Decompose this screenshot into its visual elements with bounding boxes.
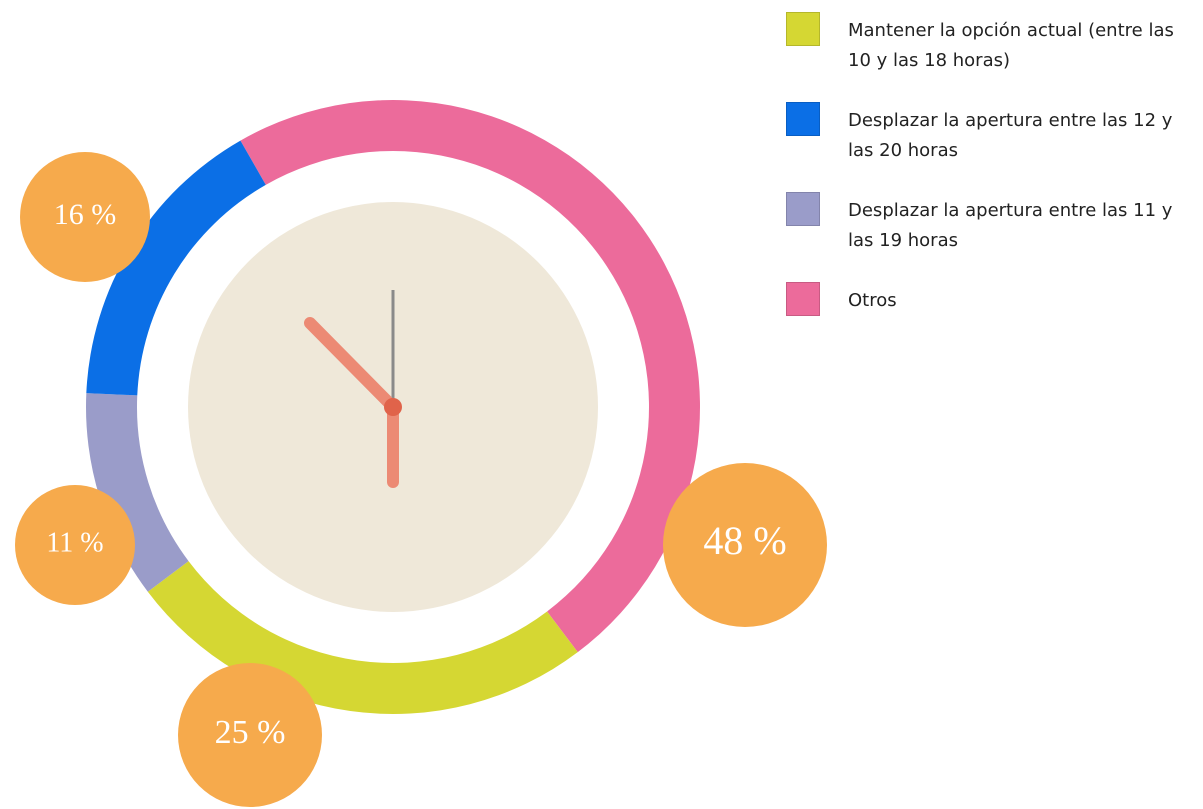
- legend-swatch: [786, 282, 820, 316]
- legend-swatch: [786, 102, 820, 136]
- legend-label: Desplazar la apertura entre las 11 y las…: [848, 200, 1173, 251]
- legend-item: Otros: [786, 282, 1203, 372]
- legend-item: Desplazar la apertura entre las 11 y las…: [786, 192, 1203, 282]
- donut-segment: [86, 393, 189, 592]
- legend-swatch: [786, 192, 820, 226]
- donut-segment: [240, 100, 700, 653]
- donut-segment: [86, 140, 266, 396]
- data-label: 25 %: [215, 714, 286, 751]
- label-bubble: [15, 485, 135, 605]
- legend-label: Desplazar la apertura entre las 12 y las…: [848, 110, 1173, 161]
- legend-label: Otros: [848, 290, 897, 311]
- label-bubble: [20, 152, 150, 282]
- label-bubble: [178, 663, 322, 807]
- legend-item: Desplazar la apertura entre las 12 y las…: [786, 102, 1203, 192]
- legend-swatch: [786, 12, 820, 46]
- clock-hand: [304, 317, 399, 413]
- legend-label: Mantener la opción actual (entre las 10 …: [848, 20, 1174, 71]
- legend-item: Mantener la opción actual (entre las 10 …: [786, 12, 1203, 102]
- legend: Mantener la opción actual (entre las 10 …: [786, 12, 1203, 372]
- data-label: 16 %: [54, 198, 117, 231]
- clock-center: [384, 398, 402, 416]
- data-label: 48 %: [703, 518, 786, 563]
- label-bubble: [663, 463, 827, 627]
- data-label: 11 %: [46, 527, 103, 558]
